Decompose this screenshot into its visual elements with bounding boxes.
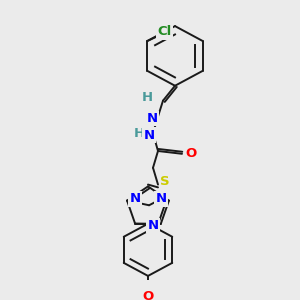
Text: O: O <box>142 290 154 300</box>
Text: H: H <box>134 127 145 140</box>
Text: S: S <box>160 175 170 188</box>
Text: N: N <box>155 192 167 205</box>
Text: O: O <box>185 147 197 160</box>
Text: H: H <box>141 92 153 104</box>
Text: N: N <box>143 129 155 142</box>
Text: N: N <box>147 219 158 232</box>
Text: Cl: Cl <box>157 25 171 38</box>
Text: N: N <box>146 112 158 125</box>
Text: N: N <box>130 192 141 205</box>
